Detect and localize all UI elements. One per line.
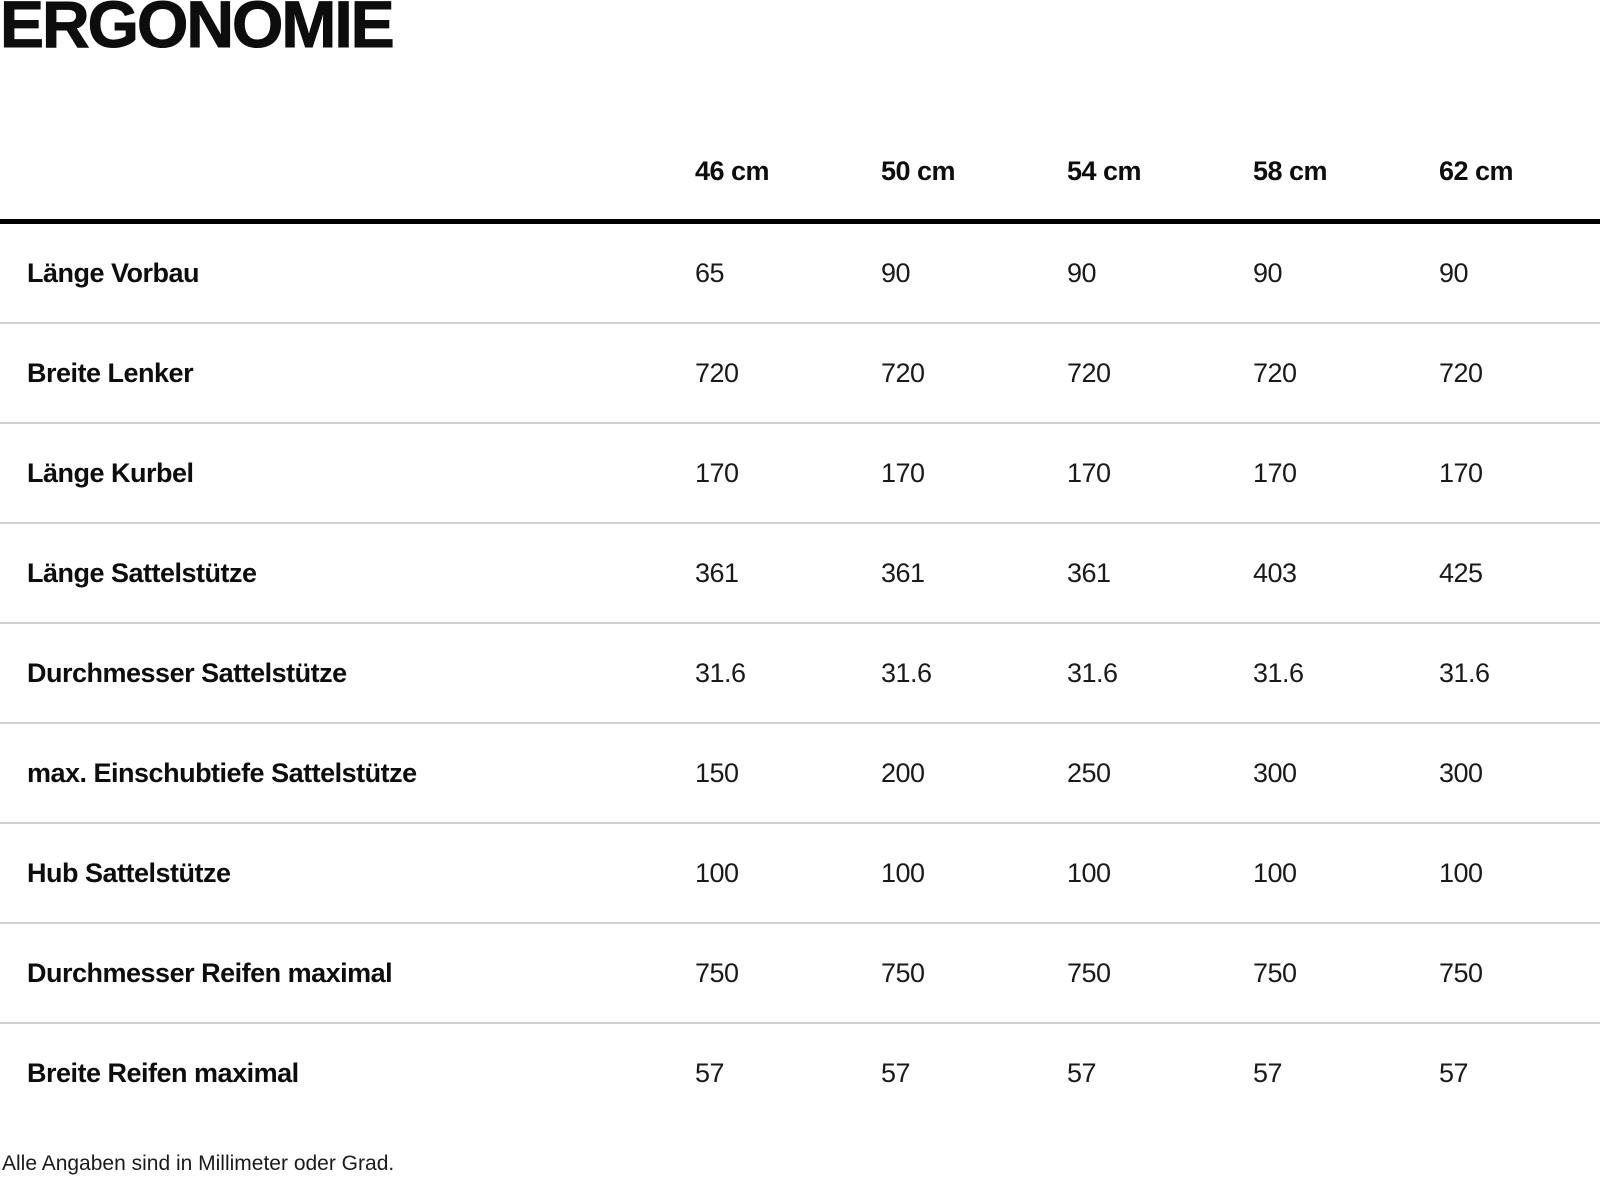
row-label: Breite Reifen maximal [27, 1057, 299, 1088]
table-row-durchmesser-reifen-maximal: Durchmesser Reifen maximal 750 750 750 7… [0, 923, 1600, 1023]
table-cell: 31.6 [881, 657, 932, 688]
row-label: Länge Vorbau [27, 257, 200, 288]
table-row-hub-sattelstuetze: Hub Sattelstütze 100 100 100 100 100 [0, 823, 1600, 923]
table-cell: 750 [695, 957, 739, 988]
table-cell: 170 [695, 457, 739, 488]
table-cell: 170 [1253, 457, 1297, 488]
ergonomics-spec-table: 46 cm 50 cm 54 cm 58 cm 62 cm Länge Vorb… [0, 124, 1600, 1122]
page-title: ERGONOMIE [0, 0, 395, 61]
table-row-laenge-vorbau: Länge Vorbau 65 90 90 90 90 [0, 222, 1600, 323]
row-label: Länge Sattelstütze [27, 557, 257, 588]
table-cell: 720 [1439, 357, 1483, 388]
table-cell: 150 [695, 757, 739, 788]
row-label: Breite Lenker [27, 357, 194, 388]
table-row-breite-lenker: Breite Lenker 720 720 720 720 720 [0, 323, 1600, 423]
row-label: max. Einschubtiefe Sattelstütze [27, 757, 417, 788]
table-cell: 300 [1253, 757, 1297, 788]
table-cell: 31.6 [695, 657, 746, 688]
table-cell: 100 [1253, 857, 1297, 888]
table-cell: 90 [1253, 257, 1283, 288]
table-cell: 57 [881, 1057, 911, 1088]
row-label: Durchmesser Reifen maximal [27, 957, 393, 988]
table-cell: 57 [695, 1057, 725, 1088]
table-cell: 57 [1067, 1057, 1097, 1088]
table-cell: 90 [1067, 257, 1097, 288]
table-row-laenge-kurbel: Länge Kurbel 170 170 170 170 170 [0, 423, 1600, 523]
table-cell: 361 [1067, 557, 1111, 588]
table-cell: 750 [1067, 957, 1111, 988]
table-row-durchmesser-sattelstuetze: Durchmesser Sattelstütze 31.6 31.6 31.6 … [0, 623, 1600, 723]
table-cell: 250 [1067, 757, 1111, 788]
table-cell: 170 [881, 457, 925, 488]
table-cell: 31.6 [1067, 657, 1118, 688]
table-cell: 403 [1253, 557, 1297, 588]
column-header-50cm: 50 cm [881, 156, 956, 186]
table-cell: 31.6 [1253, 657, 1304, 688]
column-header-62cm: 62 cm [1439, 156, 1514, 186]
footnote: Alle Angaben sind in Millimeter oder Gra… [2, 1152, 395, 1175]
table-cell: 65 [695, 257, 725, 288]
header-spacer-cell [0, 124, 695, 222]
table-cell: 170 [1439, 457, 1483, 488]
table-cell: 720 [1067, 357, 1111, 388]
table-cell: 100 [881, 857, 925, 888]
row-label: Hub Sattelstütze [27, 857, 231, 888]
column-header-58cm: 58 cm [1253, 156, 1328, 186]
table-cell: 361 [695, 557, 739, 588]
table-cell: 170 [1067, 457, 1111, 488]
table-row-breite-reifen-maximal: Breite Reifen maximal 57 57 57 57 57 [0, 1023, 1600, 1122]
table-cell: 100 [695, 857, 739, 888]
table-cell: 750 [1439, 957, 1483, 988]
table-cell: 300 [1439, 757, 1483, 788]
table-cell: 57 [1439, 1057, 1469, 1088]
table-cell: 100 [1439, 857, 1483, 888]
table-cell: 720 [881, 357, 925, 388]
table-cell: 90 [1439, 257, 1469, 288]
row-label: Durchmesser Sattelstütze [27, 657, 347, 688]
table-cell: 720 [1253, 357, 1297, 388]
table-cell: 90 [881, 257, 911, 288]
table-cell: 200 [881, 757, 925, 788]
table-cell: 31.6 [1439, 657, 1490, 688]
table-row-max-einschubtiefe-sattelstuetze: max. Einschubtiefe Sattelstütze 150 200 … [0, 723, 1600, 823]
row-label: Länge Kurbel [27, 457, 194, 488]
table-cell: 720 [695, 357, 739, 388]
column-header-46cm: 46 cm [695, 156, 770, 186]
table-cell: 750 [1253, 957, 1297, 988]
table-cell: 425 [1439, 557, 1483, 588]
column-header-54cm: 54 cm [1067, 156, 1142, 186]
table-row-laenge-sattelstuetze: Länge Sattelstütze 361 361 361 403 425 [0, 523, 1600, 623]
table-cell: 750 [881, 957, 925, 988]
table-cell: 361 [881, 557, 925, 588]
table-cell: 100 [1067, 857, 1111, 888]
table-cell: 57 [1253, 1057, 1283, 1088]
table-header-row: 46 cm 50 cm 54 cm 58 cm 62 cm [0, 124, 1600, 222]
